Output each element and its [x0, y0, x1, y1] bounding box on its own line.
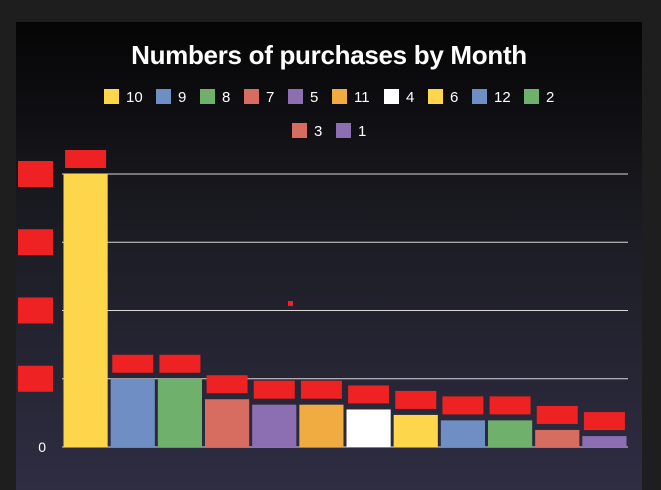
redacted-data-label: [489, 396, 531, 415]
bar: [346, 409, 391, 447]
legend-swatch: [288, 89, 303, 104]
redacted-data-label: [348, 385, 390, 404]
legend-label: 6: [450, 89, 458, 106]
redacted-data-label: [300, 380, 342, 399]
redacted-data-label: [442, 396, 484, 415]
legend-label: 7: [266, 89, 274, 106]
legend-swatch: [332, 89, 347, 104]
bar: [393, 414, 438, 447]
legend-swatch: [524, 89, 539, 104]
legend-label: 11: [354, 89, 370, 106]
redacted-data-label: [206, 375, 248, 394]
legend-swatch: [200, 89, 215, 104]
redacted-y-tick-label: [18, 161, 53, 187]
redacted-data-label: [159, 354, 201, 373]
redacted-data-label: [395, 390, 437, 409]
redacted-y-tick-label: [18, 365, 53, 392]
legend-swatch: [472, 89, 487, 104]
bar: [205, 399, 250, 447]
legend-swatch: [156, 89, 171, 104]
redacted-y-tick-label: [18, 297, 53, 324]
bar: [440, 420, 485, 447]
legend-label: 1: [358, 123, 366, 140]
legend-swatch: [336, 123, 351, 138]
bar-chart: 0 10 9 8 7 5 11 4 6 12 2 3 1: [18, 89, 628, 455]
legend-swatch: [384, 89, 399, 104]
bar: [110, 378, 155, 447]
redacted-data-label: [536, 405, 578, 424]
bar: [157, 378, 202, 447]
legend-swatch: [104, 89, 119, 104]
legend-label: 12: [494, 89, 511, 106]
legend-label: 4: [406, 89, 414, 106]
chart-panel: Numbers of purchases by Month 0 10 9 8 7 5 11 4…: [16, 22, 642, 490]
legend-label: 8: [222, 89, 230, 106]
y-tick-label: 0: [38, 439, 46, 455]
legend-label: 2: [546, 89, 554, 106]
bar: [299, 404, 344, 447]
chart-title: Numbers of purchases by Month: [131, 40, 527, 70]
redaction-marker: [288, 301, 293, 306]
legend-swatch: [292, 123, 307, 138]
bar: [63, 174, 108, 447]
redacted-data-label: [583, 412, 625, 431]
bar: [252, 404, 297, 447]
redacted-data-label: [65, 150, 107, 168]
redacted-data-label: [253, 380, 295, 399]
bar: [488, 420, 533, 447]
legend-label: 3: [314, 123, 322, 140]
legend-label: 5: [310, 89, 318, 106]
legend-swatch: [244, 89, 259, 104]
legend-label: 9: [178, 89, 186, 106]
redacted-data-label: [112, 354, 154, 373]
legend-label: 10: [126, 89, 143, 106]
bar: [582, 436, 627, 447]
bar: [535, 429, 580, 447]
legend-swatch: [428, 89, 443, 104]
redacted-y-tick-label: [18, 229, 53, 256]
